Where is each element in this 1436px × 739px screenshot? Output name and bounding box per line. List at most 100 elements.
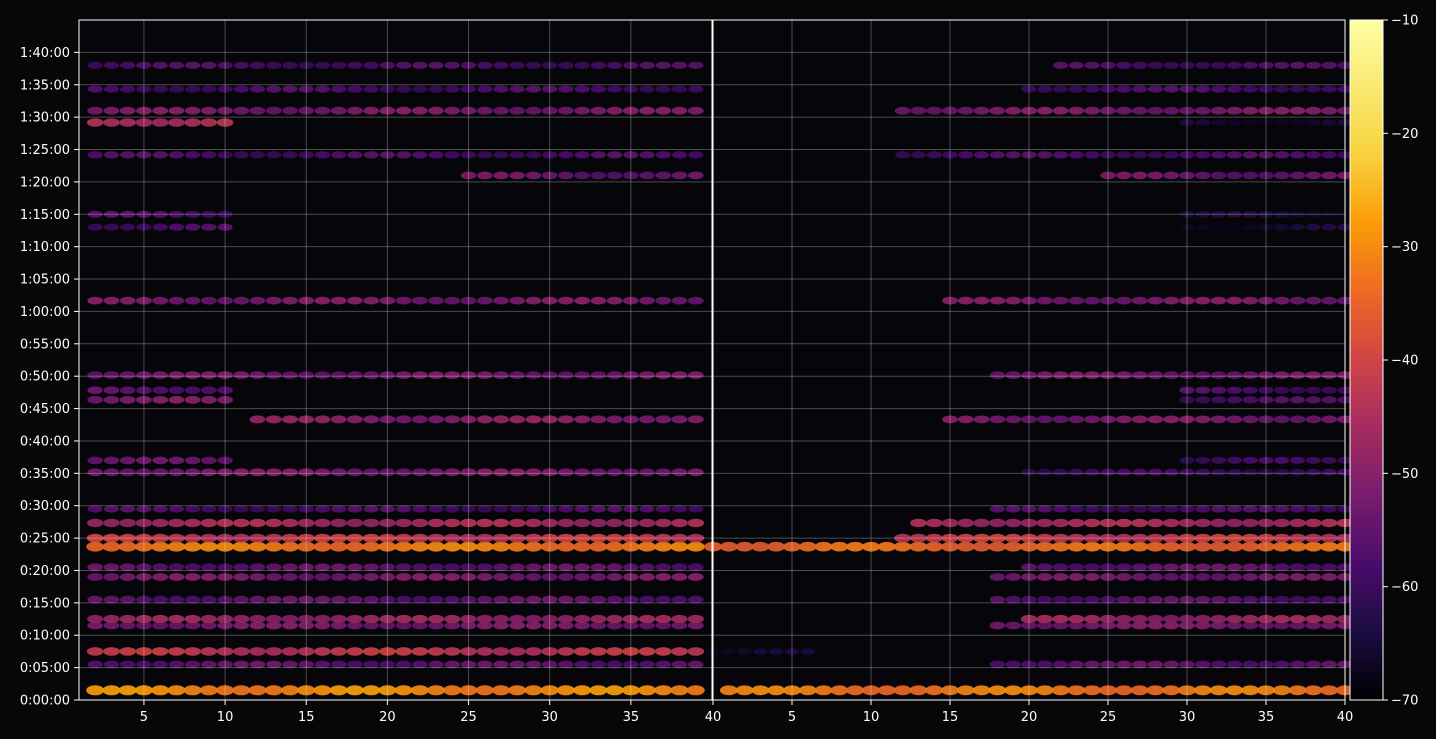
data-cell xyxy=(1068,621,1085,630)
colorbar-tick-label: −20 xyxy=(1391,127,1418,142)
data-cell xyxy=(152,660,168,669)
data-cell xyxy=(379,151,395,159)
data-cell xyxy=(331,505,347,513)
data-cell xyxy=(396,151,412,159)
data-cell xyxy=(590,505,607,513)
data-cell xyxy=(800,648,815,655)
data-cell xyxy=(607,505,623,513)
data-cell xyxy=(542,151,558,159)
data-cell xyxy=(1100,371,1116,379)
data-cell xyxy=(1194,533,1212,543)
data-cell xyxy=(493,468,509,477)
data-cell xyxy=(735,541,754,552)
data-cell xyxy=(1258,296,1274,305)
data-cell xyxy=(590,533,607,543)
data-cell xyxy=(443,541,462,552)
data-cell xyxy=(476,296,493,305)
data-cell xyxy=(493,171,509,180)
data-cell xyxy=(232,533,250,543)
data-cell xyxy=(233,647,250,656)
data-cell xyxy=(557,415,574,424)
data-cell xyxy=(1068,61,1084,69)
data-cell xyxy=(1257,541,1275,552)
data-cell xyxy=(1163,296,1180,305)
data-cell xyxy=(926,106,943,115)
y-tick-label: 1:20:00 xyxy=(20,175,70,190)
data-cell xyxy=(957,518,974,528)
data-cell xyxy=(541,621,558,630)
data-cell xyxy=(878,541,896,552)
data-cell xyxy=(1005,151,1021,159)
data-cell xyxy=(314,371,331,379)
data-cell xyxy=(1036,518,1054,528)
data-cell xyxy=(1021,563,1037,571)
data-cell xyxy=(590,61,607,69)
data-cell xyxy=(671,573,688,581)
data-cell xyxy=(1179,660,1195,669)
data-cell xyxy=(1115,541,1133,552)
x-tick-label: 10 xyxy=(863,710,880,725)
data-cell xyxy=(1084,296,1101,305)
data-cell xyxy=(87,210,103,218)
data-cell xyxy=(460,660,477,669)
data-cell xyxy=(942,296,958,305)
data-cell xyxy=(1242,223,1258,231)
data-cell xyxy=(200,614,217,624)
data-cell xyxy=(136,396,152,404)
data-cell xyxy=(1052,296,1069,305)
data-cell xyxy=(540,685,559,696)
data-cell xyxy=(363,415,380,424)
data-cell xyxy=(573,533,591,543)
y-tick-label: 1:40:00 xyxy=(20,46,70,61)
data-cell xyxy=(688,151,704,159)
data-cell xyxy=(1209,685,1228,696)
data-cell xyxy=(1195,85,1211,93)
data-cell xyxy=(687,106,704,115)
data-cell xyxy=(687,296,704,305)
data-cell xyxy=(459,541,478,552)
data-cell xyxy=(444,660,461,669)
data-cell xyxy=(846,541,864,552)
data-cell xyxy=(444,505,460,513)
data-cell xyxy=(1288,541,1307,552)
data-cell xyxy=(784,648,800,655)
data-cell xyxy=(1289,371,1306,379)
data-cell xyxy=(345,685,364,696)
data-cell xyxy=(201,371,217,379)
data-cell xyxy=(557,614,575,624)
data-cell xyxy=(1052,660,1069,669)
data-cell xyxy=(1195,456,1211,464)
data-cell xyxy=(1226,518,1243,528)
data-cell xyxy=(265,533,283,543)
data-cell xyxy=(989,660,1006,669)
data-cell xyxy=(1242,119,1258,126)
x-tick-label: 15 xyxy=(942,710,959,725)
data-cell xyxy=(379,296,396,305)
data-cell xyxy=(201,151,217,159)
data-cell xyxy=(893,685,912,696)
data-cell xyxy=(687,647,705,656)
data-cell xyxy=(639,573,655,581)
data-cell xyxy=(671,595,688,604)
data-cell xyxy=(428,296,444,305)
data-cell xyxy=(428,573,444,581)
data-cell xyxy=(590,647,607,656)
data-cell xyxy=(1273,614,1290,624)
data-cell xyxy=(411,614,428,624)
data-cell xyxy=(379,85,395,93)
data-cell xyxy=(168,386,185,395)
data-cell xyxy=(1242,518,1259,528)
data-cell xyxy=(265,106,282,115)
colorbar-tick-label: −10 xyxy=(1391,14,1418,29)
data-cell xyxy=(1227,223,1242,231)
data-cell xyxy=(314,468,331,477)
data-cell xyxy=(1004,685,1023,696)
data-cell xyxy=(1274,171,1290,180)
data-cell xyxy=(1211,151,1227,159)
data-cell xyxy=(639,171,655,180)
data-cell xyxy=(687,468,704,477)
data-cell xyxy=(1242,505,1258,513)
data-cell xyxy=(525,371,542,379)
data-cell xyxy=(573,541,592,552)
